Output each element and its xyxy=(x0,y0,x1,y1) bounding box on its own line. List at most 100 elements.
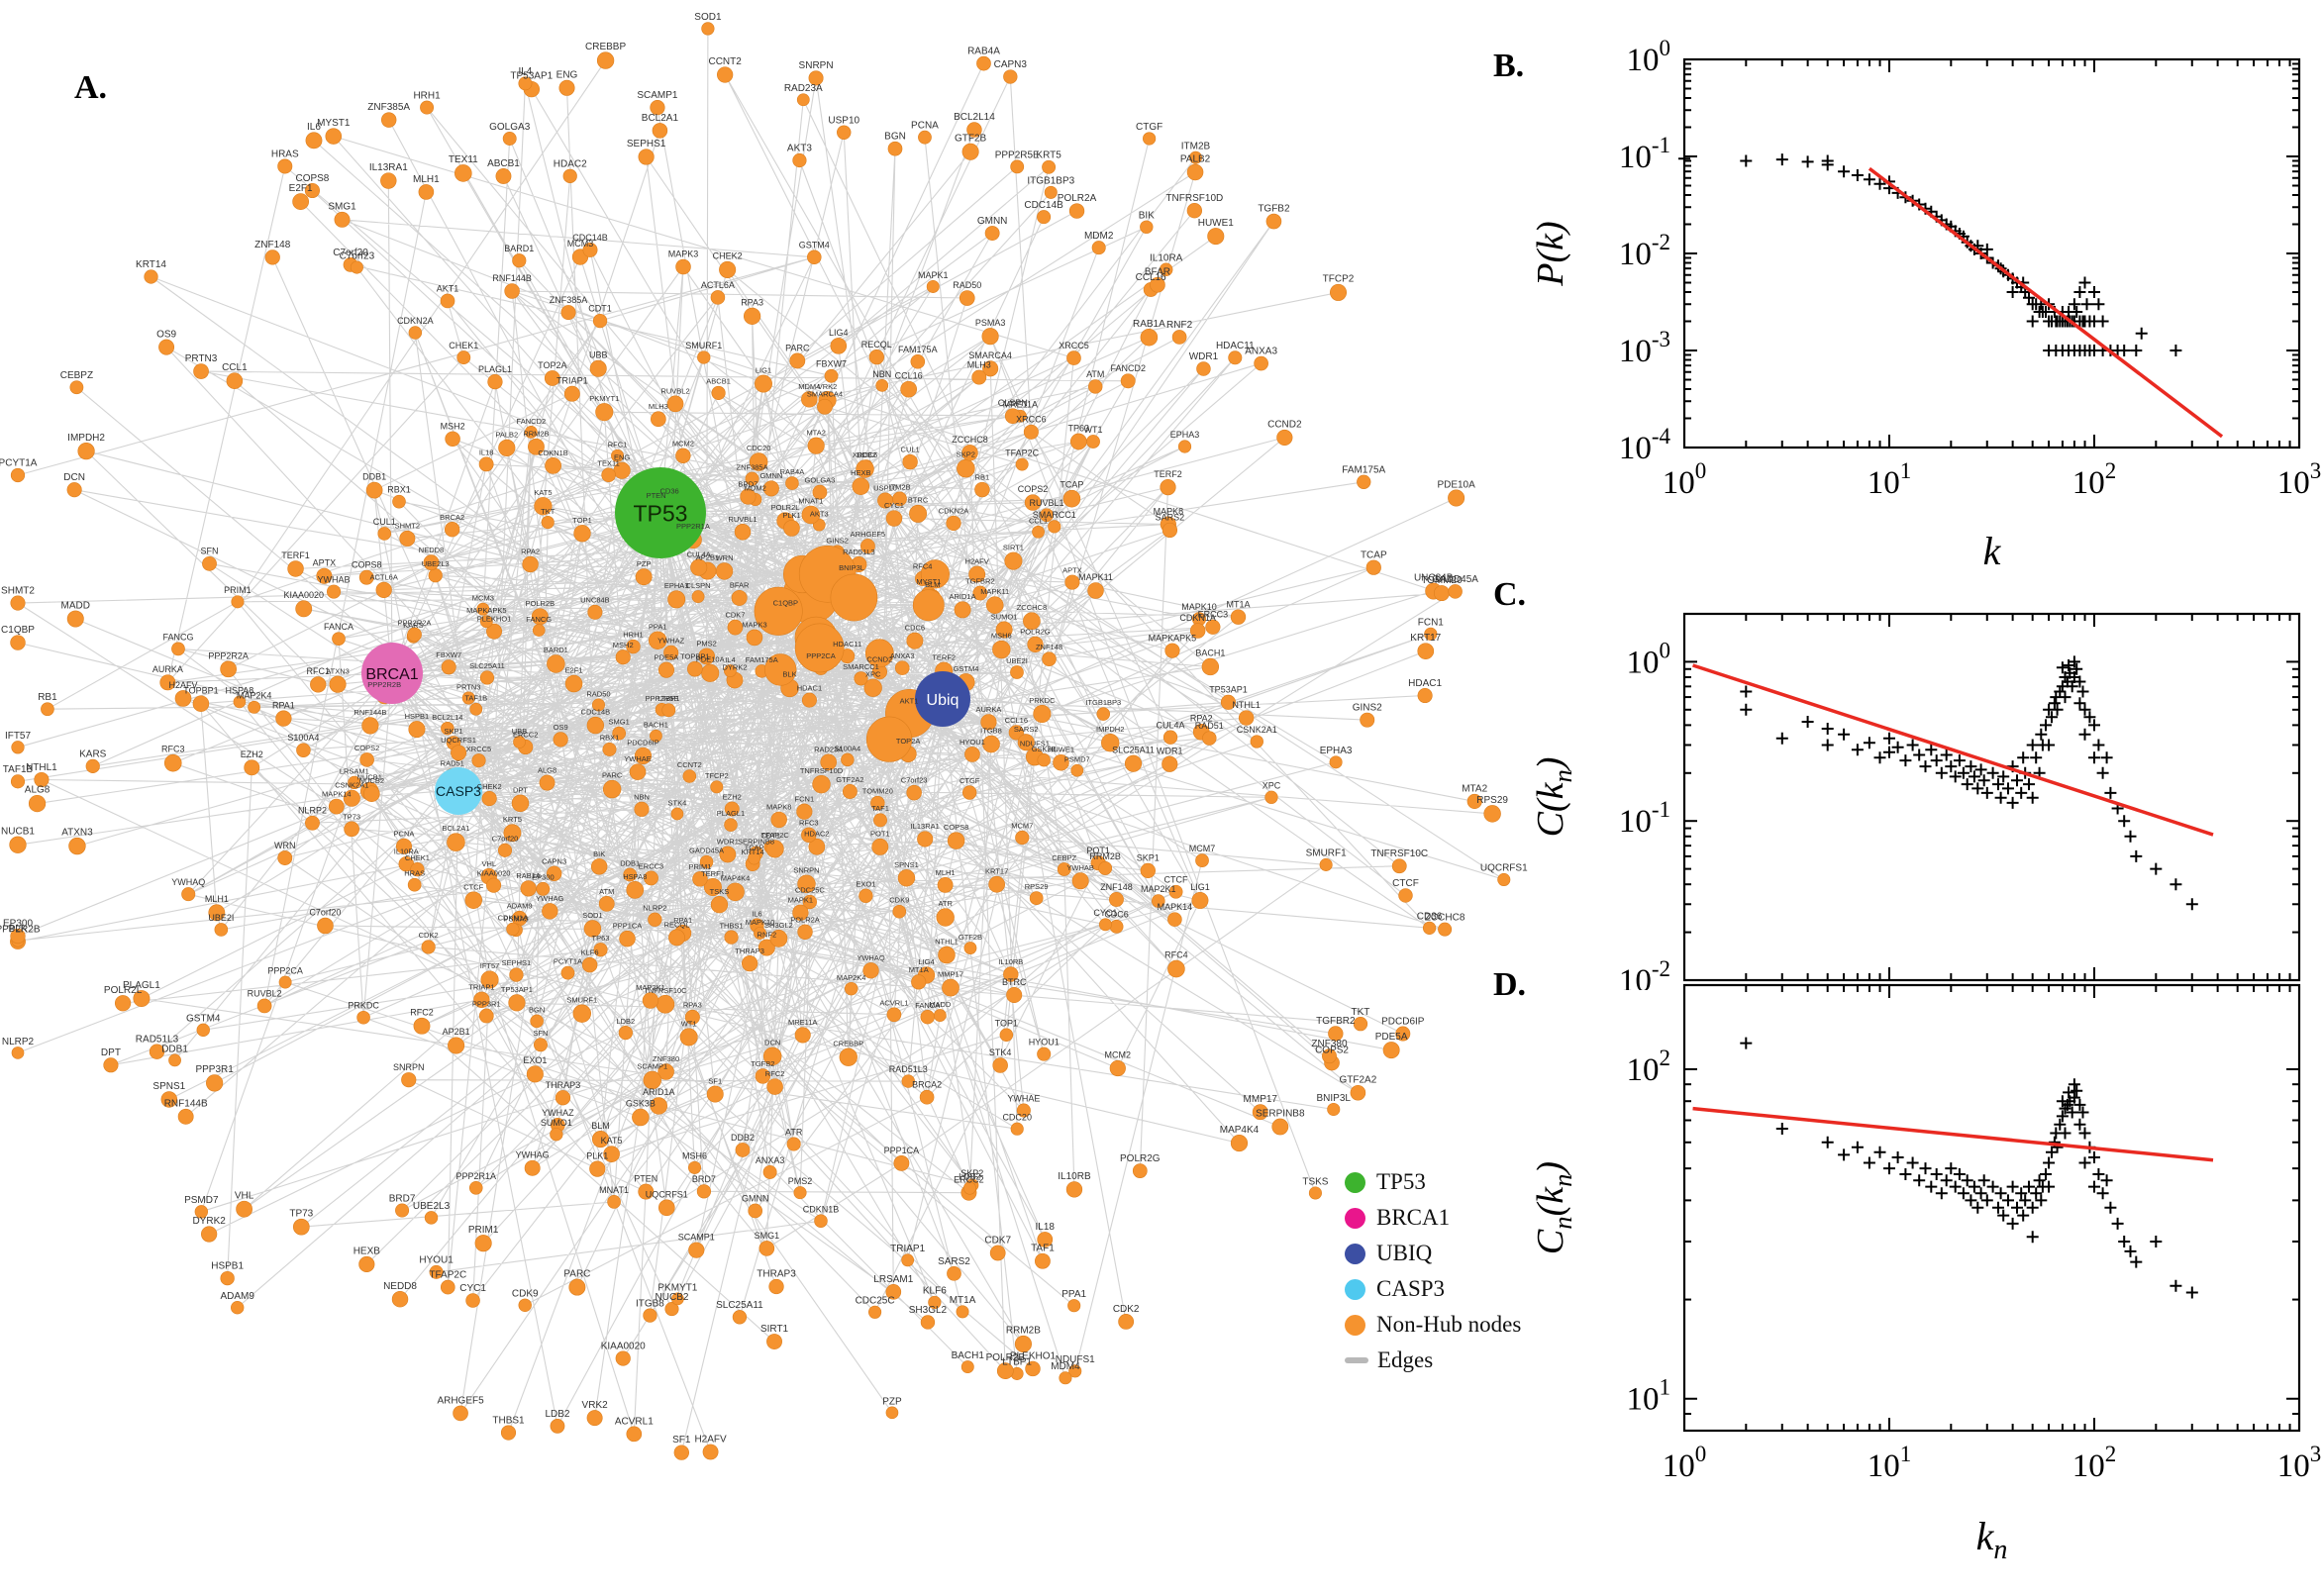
gene-label: BCL2L14 xyxy=(954,112,995,123)
gene-label: SMURF1 xyxy=(685,341,722,350)
gene-label: SCAMP1 xyxy=(637,1062,667,1071)
non-hub-node xyxy=(1167,912,1182,927)
gene-label: BFAR xyxy=(1145,267,1170,278)
gene-label: SF1 xyxy=(672,1435,691,1446)
gene-label: MNAT1 xyxy=(599,1185,629,1195)
gene-label: KRT5 xyxy=(1036,150,1061,161)
gene-label: PPP2CA xyxy=(806,651,836,660)
non-hub-node xyxy=(598,895,615,912)
gene-label: MAPK1 xyxy=(918,270,949,280)
legend-row-brca1: BRCA1 xyxy=(1345,1200,1521,1236)
gene-label: MAP2K1 xyxy=(1141,884,1176,894)
network-legend: TP53 BRCA1 UBIQ CASP3 Non-Hub nodes Edges xyxy=(1345,1164,1521,1378)
gene-label: ENG xyxy=(556,70,578,81)
edge-swatch-icon xyxy=(1345,1357,1368,1363)
non-hub-node xyxy=(701,663,720,682)
gene-label: OS9 xyxy=(156,329,176,340)
gene-label: MAP4K4 xyxy=(1220,1125,1260,1136)
gene-label: RUVBL1 xyxy=(728,515,757,524)
non-hub-node xyxy=(1448,489,1465,507)
non-hub-node xyxy=(478,1008,494,1024)
non-hub-node xyxy=(1091,241,1106,255)
gene-label: KAT5 xyxy=(601,1136,623,1146)
gene-label: FANCG xyxy=(526,615,552,624)
gene-label: LTBP1 xyxy=(1002,1357,1032,1368)
non-hub-node xyxy=(765,840,784,858)
gene-label: CDKN1A xyxy=(498,914,528,923)
gene-label: PPP1CA xyxy=(884,1146,920,1155)
gene-label: SHMT2 xyxy=(1,585,35,596)
gene-label: MCM7 xyxy=(1011,822,1033,831)
non-hub-node xyxy=(734,524,752,541)
non-hub-node xyxy=(526,1065,544,1083)
gene-label: ITGB8 xyxy=(636,1298,664,1309)
gene-label: STK4 xyxy=(989,1047,1012,1057)
non-hub-node xyxy=(670,807,684,821)
gene-label: KIAA0020 xyxy=(283,590,324,600)
gene-label: HUWE1 xyxy=(1198,218,1235,229)
gene-label: SMARCA4 xyxy=(807,390,843,399)
gene-label: CREBBP xyxy=(833,1039,863,1047)
gene-label: RPA1 xyxy=(673,916,692,925)
non-hub-node xyxy=(421,940,436,954)
non-hub-node xyxy=(192,695,210,712)
gene-label: PLK1 xyxy=(586,1150,608,1160)
non-hub-node xyxy=(1357,474,1371,489)
non-hub-node xyxy=(937,876,954,893)
gene-label: WDR1 xyxy=(1157,746,1183,755)
gene-label: ATXN3 xyxy=(61,828,93,839)
gene-label: ZCCHC8 xyxy=(1425,912,1465,923)
non-hub-node xyxy=(972,585,988,601)
gene-label: LIG1 xyxy=(756,365,771,374)
non-hub-node xyxy=(701,22,715,36)
non-hub-node xyxy=(1140,862,1156,879)
non-hub-node xyxy=(842,784,858,799)
gene-label: FAM175A xyxy=(1342,464,1385,475)
non-hub-node xyxy=(603,1146,620,1162)
gene-label: CAPN3 xyxy=(994,59,1028,70)
non-hub-node xyxy=(1010,665,1024,679)
non-hub-node xyxy=(796,93,810,107)
non-hub-node xyxy=(770,811,787,829)
non-hub-node xyxy=(858,888,873,903)
non-hub-node xyxy=(611,449,624,462)
gene-label: PPP2R2A xyxy=(208,650,249,660)
gene-label: MAPK3 xyxy=(668,249,699,259)
gene-label: ABCB1 xyxy=(487,158,520,169)
non-hub-node xyxy=(486,877,502,893)
panel-c-label: C. xyxy=(1493,576,1527,613)
non-hub-node xyxy=(487,373,503,390)
non-hub-node xyxy=(177,1108,194,1125)
gene-label: CDC25C xyxy=(856,1296,895,1307)
non-hub-node xyxy=(149,1044,165,1059)
non-hub-node xyxy=(114,995,132,1012)
gene-label: NEDD8 xyxy=(419,546,444,554)
non-hub-node xyxy=(687,660,703,677)
non-hub-node xyxy=(742,954,758,972)
gene-label: AKT1 xyxy=(437,283,459,293)
legend-label: Edges xyxy=(1377,1347,1434,1372)
x-tick-label: 102 xyxy=(2072,1442,2117,1484)
gene-label: CCND2 xyxy=(1267,420,1302,431)
gene-label: MAPKAPK5 xyxy=(1149,633,1197,643)
non-hub-node xyxy=(1037,1047,1052,1061)
gene-label: KARS xyxy=(403,621,423,630)
gene-label: RAD51L3 xyxy=(889,1064,928,1074)
gene-label: SMG1 xyxy=(609,718,630,727)
non-hub-node xyxy=(408,721,426,739)
non-hub-node xyxy=(786,1137,801,1151)
gene-label: PDE5A xyxy=(1375,1032,1408,1043)
y-tick-label: 10-1 xyxy=(1619,133,1670,175)
gene-label: RAB1A xyxy=(516,871,541,880)
non-hub-node xyxy=(901,1253,915,1267)
x-tick-label: 100 xyxy=(1663,1442,1707,1484)
non-hub-node xyxy=(392,494,406,509)
gene-label: PALB2 xyxy=(1180,153,1211,164)
gene-label: RFC3 xyxy=(799,818,819,827)
non-hub-node xyxy=(938,946,956,964)
gene-label: TP73 xyxy=(289,1209,313,1220)
non-hub-node xyxy=(802,894,817,910)
non-hub-node xyxy=(410,861,425,877)
non-hub-node xyxy=(344,821,359,838)
non-hub-node xyxy=(325,128,343,145)
